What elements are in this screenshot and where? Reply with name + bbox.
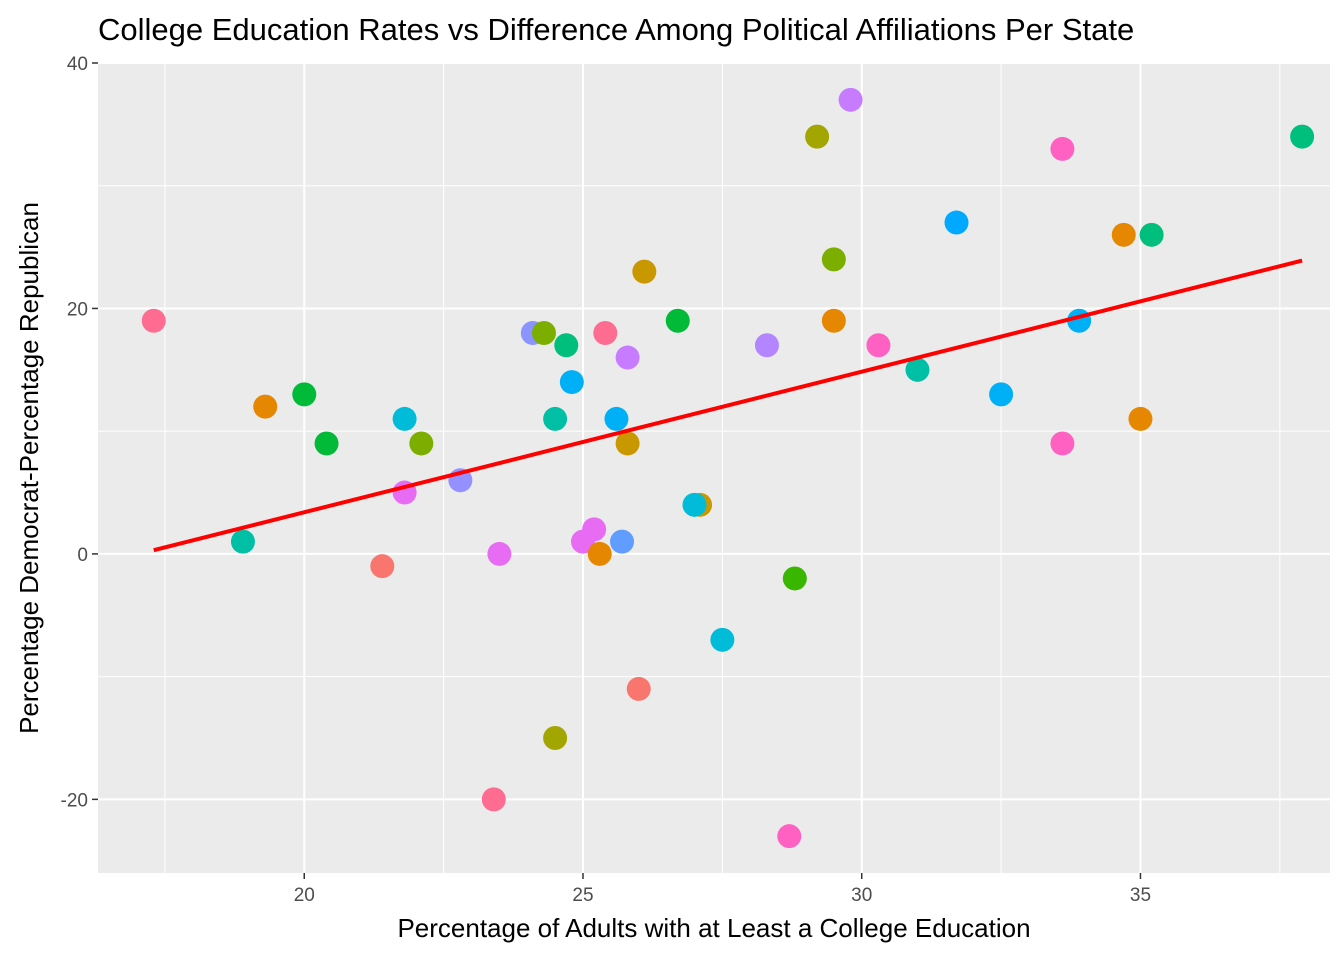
data-point — [370, 554, 395, 579]
data-point — [230, 529, 255, 554]
data-point — [253, 394, 278, 419]
data-point — [821, 308, 846, 333]
data-point — [626, 676, 651, 701]
data-point — [1139, 222, 1164, 247]
data-point — [610, 529, 635, 554]
data-point — [944, 210, 969, 235]
data-point — [777, 824, 802, 849]
data-point — [710, 627, 735, 652]
data-point — [292, 382, 317, 407]
y-tick-label: 20 — [67, 299, 88, 320]
data-point — [805, 124, 830, 149]
data-point — [615, 345, 640, 370]
data-point — [754, 333, 779, 358]
data-point — [392, 406, 417, 431]
data-point — [989, 382, 1014, 407]
trend-line-group — [153, 258, 1303, 553]
data-point — [866, 333, 891, 358]
data-point — [487, 541, 512, 566]
data-point — [665, 308, 690, 333]
data-point — [1050, 136, 1075, 161]
data-point — [554, 333, 579, 358]
y-tick-label: 40 — [67, 54, 88, 75]
data-point — [582, 517, 607, 542]
x-axis: 20 25 30 35 — [294, 873, 1151, 906]
data-points — [141, 87, 1315, 849]
data-point — [481, 787, 506, 812]
data-point — [604, 406, 629, 431]
y-tick-label: -20 — [61, 790, 88, 811]
data-point — [1050, 431, 1075, 456]
x-tick-label: 25 — [572, 885, 593, 906]
data-point — [905, 357, 930, 382]
data-point — [682, 492, 707, 517]
data-point — [1290, 124, 1315, 149]
trend-line — [153, 258, 1303, 553]
data-point — [559, 370, 584, 395]
y-axis: -20 0 20 40 — [61, 54, 98, 811]
plot-panel — [98, 63, 1330, 873]
data-point — [632, 259, 657, 284]
major-gridlines — [98, 62, 1330, 873]
data-point — [531, 321, 556, 345]
data-point — [615, 431, 640, 456]
x-tick-label: 30 — [851, 885, 872, 906]
data-point — [838, 87, 863, 112]
data-point — [409, 431, 434, 456]
data-point — [1111, 222, 1136, 247]
data-point — [543, 726, 568, 750]
data-point — [593, 321, 618, 345]
data-point — [314, 431, 339, 456]
y-axis-title: Percentage Democrat-Percentage Republica… — [14, 202, 44, 734]
data-point — [141, 308, 166, 333]
data-point — [782, 566, 807, 591]
y-tick-label: 0 — [77, 545, 88, 566]
data-point — [821, 247, 846, 272]
data-point — [1128, 406, 1153, 431]
x-tick-label: 20 — [294, 885, 315, 906]
x-axis-title: Percentage of Adults with at Least a Col… — [397, 913, 1030, 943]
x-tick-label: 35 — [1130, 885, 1151, 906]
chart-title: College Education Rates vs Difference Am… — [98, 12, 1134, 47]
data-point — [543, 406, 568, 431]
data-point — [587, 541, 612, 566]
